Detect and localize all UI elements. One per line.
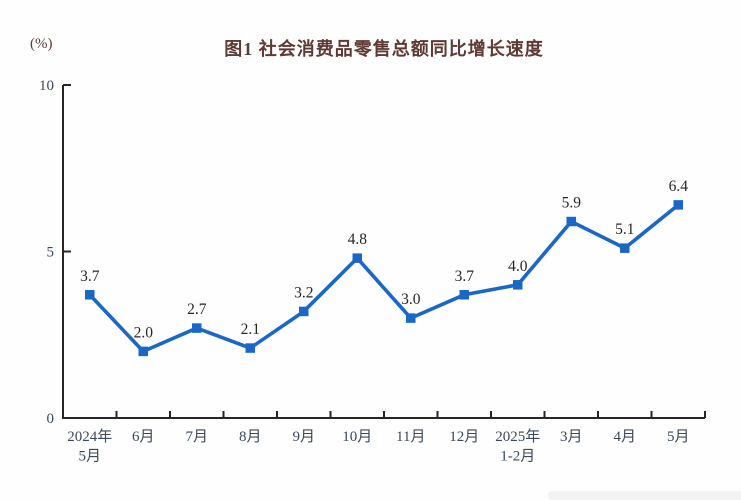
y-tick-label: 5 <box>47 245 55 261</box>
x-tick-label: 2024年 <box>67 428 112 445</box>
x-tick-label: 3月 <box>560 429 583 445</box>
data-point-marker <box>245 343 255 353</box>
x-tick-label: 5月 <box>78 449 101 465</box>
y-tick-label: 0 <box>47 411 55 427</box>
x-tick-label: 10月 <box>342 429 372 445</box>
data-point-marker <box>299 306 309 317</box>
x-tick-label: 12月 <box>449 429 479 445</box>
data-point-marker <box>85 290 95 300</box>
chart-line <box>88 203 680 354</box>
data-point-label: 3.7 <box>80 268 100 285</box>
x-tick-label: 1-2月 <box>500 449 535 465</box>
data-point-label: 2.1 <box>241 321 260 338</box>
y-tick-label: 10 <box>39 78 54 94</box>
data-point-label: 3.2 <box>294 284 313 301</box>
x-tick-label: 8月 <box>239 429 262 445</box>
data-point-marker <box>459 290 469 300</box>
data-point-marker <box>406 313 416 323</box>
data-point-marker <box>513 280 523 290</box>
data-point-marker <box>138 346 148 357</box>
x-tick-label: 4月 <box>613 429 636 445</box>
data-point-label: 3.0 <box>401 291 421 308</box>
data-point-marker <box>352 253 362 263</box>
x-tick-label: 9月 <box>292 429 315 445</box>
data-point-marker <box>620 243 630 253</box>
data-point-label: 3.7 <box>455 268 475 285</box>
x-tick-label: 2025年 <box>495 428 540 445</box>
data-point-label: 2.0 <box>134 324 154 341</box>
x-tick-label: 5月 <box>667 429 690 445</box>
data-point-label: 2.7 <box>187 301 207 318</box>
data-point-label: 4.0 <box>508 258 528 275</box>
data-point-marker <box>673 200 683 210</box>
data-point-label: 5.9 <box>562 195 582 212</box>
data-point-label: 4.8 <box>348 231 368 248</box>
chart-title: 图1 社会消费品零售总额同比增长速度 <box>224 39 544 59</box>
data-point-marker <box>566 216 576 227</box>
x-tick-label: 6月 <box>132 429 155 445</box>
bottom-bar-artifact <box>548 491 741 500</box>
x-tick-label: 7月 <box>185 429 208 445</box>
data-point-label: 5.1 <box>615 221 634 238</box>
y-axis-unit-label: (%) <box>30 36 53 52</box>
data-point-label: 6.4 <box>669 178 689 195</box>
x-tick-label: 11月 <box>396 429 425 445</box>
data-point-marker <box>192 323 202 333</box>
